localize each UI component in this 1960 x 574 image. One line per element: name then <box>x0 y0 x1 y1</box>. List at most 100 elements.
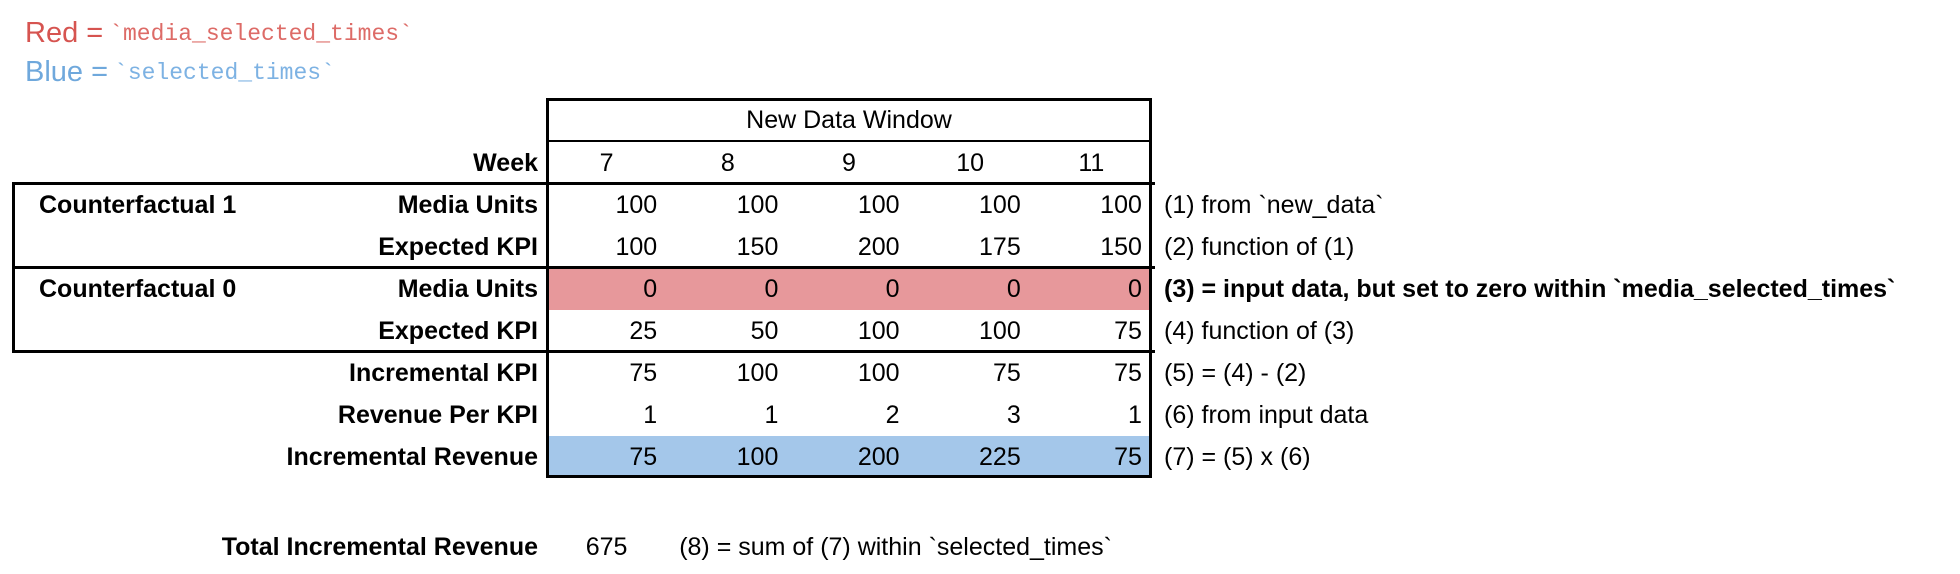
value-cell: 3 <box>1006 400 1021 429</box>
value-cell: 200 <box>857 442 900 471</box>
week-label-area: Week <box>12 142 546 184</box>
row-label: Media Units <box>397 190 538 219</box>
value-cell: 150 <box>736 232 779 261</box>
value-cell: 100 <box>736 442 779 471</box>
total-value: 675 <box>585 532 628 561</box>
row-group-label: Counterfactual 0 <box>39 274 237 303</box>
row-label: Expected KPI <box>378 316 538 345</box>
counterfactual-left-border <box>12 182 15 353</box>
value-cell: 75 <box>1114 316 1142 345</box>
value-cell: 100 <box>736 358 779 387</box>
value-cell: 100 <box>857 316 900 345</box>
row-values: 100 100 100 100 100 <box>546 184 1152 226</box>
value-cell: 75 <box>629 358 658 387</box>
value-cell: 100 <box>979 316 1021 345</box>
value-cell: 100 <box>615 232 658 261</box>
row-label-area: Incremental KPI <box>12 352 546 394</box>
value-cell: 50 <box>750 316 779 345</box>
row-values: 100 150 200 175 150 <box>546 226 1152 268</box>
value-cell: 100 <box>615 190 658 219</box>
row-annotation: (5) = (4) - (2) <box>1164 358 1307 387</box>
counterfactual1-top-border <box>12 182 1155 185</box>
row-label-area: Counterfactual 1 Media Units <box>12 184 546 226</box>
row-annotation: (1) from `new_data` <box>1164 190 1384 219</box>
value-cell: 1 <box>643 400 658 429</box>
value-cell: 75 <box>992 358 1021 387</box>
table-row: Revenue Per KPI 1 1 2 3 1 (6) from input dat… <box>12 394 1368 436</box>
value-cell: 1 <box>764 400 779 429</box>
value-cell: 0 <box>764 274 779 303</box>
value-cell: 100 <box>979 190 1021 219</box>
value-cell: 1 <box>1128 400 1142 429</box>
week-label: Week <box>473 148 538 177</box>
legend-blue-code: `selected_times` <box>114 59 335 86</box>
row-label: Incremental Revenue <box>286 442 539 471</box>
value-cell: 225 <box>979 442 1021 471</box>
table-row: Expected KPI 25 50 100 100 75 (4) function o… <box>12 310 1354 352</box>
legend-red-code: `media_selected_times` <box>109 20 413 47</box>
row-annotation: (6) from input data <box>1164 400 1369 429</box>
value-cell: 175 <box>979 232 1021 261</box>
legend-red-line: Red = `media_selected_times` <box>25 14 413 53</box>
counterfactual0-top-border <box>12 266 1155 269</box>
table-row: Expected KPI 100 150 200 175 150 (2) functio… <box>12 226 1354 268</box>
legend-red-label: Red = <box>25 17 104 49</box>
row-label-area: Counterfactual 0 Media Units <box>12 268 546 310</box>
week-header-row: Week 7 8 9 10 11 <box>12 142 1152 184</box>
table-row: Incremental Revenue 75 100 200 225 75 (7) = … <box>12 436 1311 478</box>
value-cell: 200 <box>857 232 900 261</box>
week-values: 7 8 9 10 11 <box>546 142 1152 184</box>
row-band: Revenue Per KPI 1 1 2 3 1 <box>12 394 1152 436</box>
row-annotation: (3) = input data, but set to zero within… <box>1164 274 1896 303</box>
total-label: Total Incremental Revenue <box>221 532 538 561</box>
week-cell: 10 <box>956 148 985 177</box>
row-annotation: (7) = (5) x (6) <box>1164 442 1311 471</box>
row-values: 0 0 0 0 0 <box>546 268 1152 310</box>
table-row: Counterfactual 1 Media Units 100 100 100 10… <box>12 184 1384 226</box>
value-cell: 75 <box>1114 442 1142 471</box>
table-row: Incremental KPI 75 100 100 75 75 (5) = (4) -… <box>12 352 1306 394</box>
row-label: Revenue Per KPI <box>337 400 538 429</box>
counterfactual0-bottom-border <box>12 350 1155 353</box>
row-label: Expected KPI <box>378 232 538 261</box>
value-cell: 0 <box>1128 274 1142 303</box>
legend-blue-line: Blue = `selected_times` <box>25 53 413 92</box>
row-values: 1 1 2 3 1 <box>546 394 1152 436</box>
value-cell: 2 <box>885 400 900 429</box>
new-data-window-header: New Data Window <box>746 105 952 134</box>
value-cell: 0 <box>885 274 900 303</box>
row-label: Media Units <box>397 274 538 303</box>
total-annotation: (8) = sum of (7) within `selected_times` <box>679 532 1112 561</box>
value-cell: 100 <box>736 190 779 219</box>
value-cell: 25 <box>629 316 658 345</box>
legend: Red = `media_selected_times` Blue = `sel… <box>25 14 413 92</box>
value-cell: 100 <box>1100 190 1142 219</box>
row-band: Incremental Revenue 75 100 200 225 75 <box>12 436 1152 478</box>
week-cell: 11 <box>1078 148 1105 177</box>
row-group-label: Counterfactual 1 <box>39 190 237 219</box>
row-label-area: Incremental Revenue <box>12 436 546 478</box>
value-cell: 75 <box>629 442 658 471</box>
total-row: Total Incremental Revenue 675 (8) = sum … <box>12 526 1112 568</box>
value-cell: 0 <box>1006 274 1021 303</box>
row-band: Counterfactual 0 Media Units 0 0 0 0 0 <box>12 268 1152 310</box>
row-label-area: Expected KPI <box>12 226 546 268</box>
row-label: Incremental KPI <box>349 358 538 387</box>
row-values: 75 100 100 75 75 <box>546 352 1152 394</box>
row-band: Counterfactual 1 Media Units 100 100 100 10… <box>12 184 1152 226</box>
table-row: Counterfactual 0 Media Units 0 0 0 0 0 (3) =… <box>12 268 1895 310</box>
week-cell: 9 <box>842 148 856 177</box>
week-cell: 8 <box>720 148 735 177</box>
row-values: 25 50 100 100 75 <box>546 310 1152 352</box>
value-cell: 150 <box>1100 232 1142 261</box>
row-band: Expected KPI 100 150 200 175 150 <box>12 226 1152 268</box>
row-annotation: (4) function of (3) <box>1164 316 1355 345</box>
legend-blue-label: Blue = <box>25 56 109 88</box>
week-band: Week 7 8 9 10 11 <box>12 142 1152 184</box>
row-band: Incremental KPI 75 100 100 75 75 <box>12 352 1152 394</box>
week-cell: 7 <box>599 148 614 177</box>
row-label-area: Revenue Per KPI <box>12 394 546 436</box>
value-cell: 0 <box>643 274 658 303</box>
row-values: 75 100 200 225 75 <box>546 436 1152 478</box>
